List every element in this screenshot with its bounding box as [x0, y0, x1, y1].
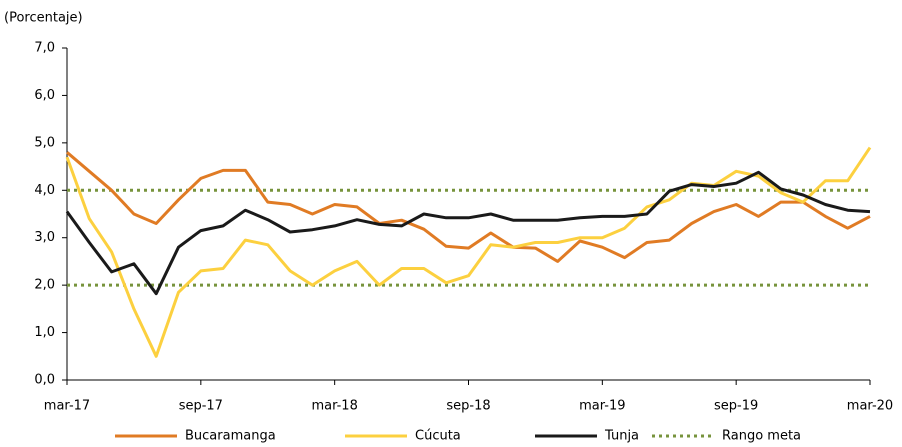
series-line — [65, 170, 871, 296]
x-tick-label: mar-20 — [847, 399, 893, 414]
legend-label: Cúcuta — [415, 429, 461, 444]
x-tick-label: sep-18 — [446, 399, 490, 414]
series-line — [66, 151, 871, 263]
y-tick-label: 4,0 — [34, 183, 55, 198]
series-line — [65, 146, 872, 358]
y-tick-label: 7,0 — [34, 41, 55, 56]
legend-label: Bucaramanga — [185, 429, 276, 444]
x-tick-label: mar-18 — [311, 399, 357, 414]
y-axis-label: (Porcentaje) — [4, 11, 83, 26]
y-tick-label: 1,0 — [34, 325, 55, 340]
y-tick-label: 3,0 — [34, 230, 55, 245]
y-tick-label: 6,0 — [34, 88, 55, 103]
x-tick-label: mar-19 — [579, 399, 625, 414]
y-tick-label: 5,0 — [34, 135, 55, 150]
x-tick-label: sep-19 — [714, 399, 758, 414]
y-tick-label: 2,0 — [34, 278, 55, 293]
legend-label: Rango meta — [722, 429, 801, 444]
x-tick-label: mar-17 — [44, 399, 90, 414]
legend-label: Tunja — [604, 429, 639, 444]
x-tick-label: sep-17 — [179, 399, 223, 414]
y-tick-label: 0,0 — [34, 373, 55, 388]
